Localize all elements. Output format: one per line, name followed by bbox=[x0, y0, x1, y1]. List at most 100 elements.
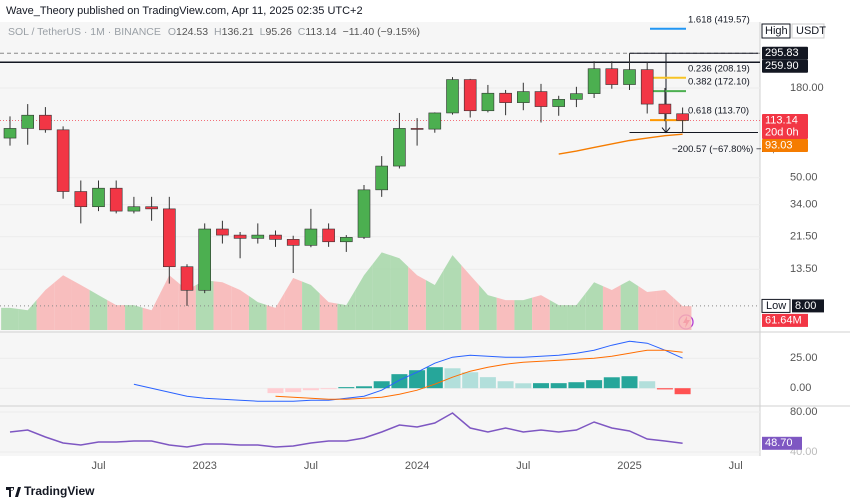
high-box bbox=[761, 23, 791, 39]
price-tag bbox=[792, 299, 824, 313]
y-tick-label: 25.00 bbox=[790, 352, 818, 364]
legend: SOL / TetherUS · 1M · BINANCE O124.53 H1… bbox=[8, 26, 420, 38]
candle-body bbox=[587, 68, 601, 94]
macd-histogram bbox=[391, 374, 408, 389]
macd-histogram bbox=[656, 388, 673, 390]
legend-value: 95.26 bbox=[266, 26, 292, 38]
candle-body bbox=[339, 237, 353, 243]
macd-histogram bbox=[515, 383, 532, 389]
measure-arrowhead bbox=[661, 127, 671, 134]
currency-label: USDT bbox=[796, 25, 826, 37]
macd-histogram bbox=[550, 383, 567, 389]
macd-histogram bbox=[302, 388, 319, 391]
macd-histogram bbox=[621, 376, 638, 389]
volume-area bbox=[125, 305, 143, 330]
volume-area bbox=[107, 300, 126, 330]
x-tick-label: 2025 bbox=[617, 460, 641, 472]
candle-body bbox=[21, 114, 35, 129]
fib-label: 1.618 (419.57) bbox=[688, 14, 750, 25]
fib-label: 0.236 (208.19) bbox=[688, 63, 750, 74]
price-tag-label: 113.14 bbox=[765, 114, 798, 126]
candle-body bbox=[534, 91, 548, 107]
candle-body bbox=[74, 191, 88, 208]
volume-area bbox=[319, 293, 338, 330]
candle-body bbox=[623, 69, 636, 85]
candle-body bbox=[516, 91, 530, 103]
volume-area bbox=[408, 266, 426, 330]
price-tag bbox=[762, 113, 808, 139]
high-label: High bbox=[765, 25, 788, 37]
x-tick-label: Jul bbox=[304, 460, 318, 472]
macd-histogram bbox=[533, 383, 549, 389]
candle-body bbox=[499, 92, 512, 103]
volume-area bbox=[89, 290, 108, 330]
x-tick-label: 2024 bbox=[405, 460, 429, 472]
candle-body bbox=[92, 187, 105, 208]
price-tag-label: 8.00 bbox=[795, 300, 816, 312]
macd-histogram bbox=[285, 388, 302, 393]
volume-area bbox=[638, 286, 657, 330]
ma-line bbox=[558, 133, 683, 155]
macd-histogram bbox=[674, 388, 691, 395]
x-tick-label: Jul bbox=[91, 460, 105, 472]
candle-body bbox=[180, 266, 194, 291]
macd-histogram bbox=[586, 380, 603, 389]
volume-area bbox=[337, 290, 356, 330]
price-tag-label: 259.90 bbox=[765, 60, 799, 72]
volume-tag bbox=[762, 313, 808, 327]
candle-body bbox=[145, 206, 158, 210]
volume-area bbox=[195, 280, 214, 330]
volume-area bbox=[390, 255, 409, 330]
volume-area bbox=[656, 290, 674, 330]
header: Wave_Theory published on TradingView.com… bbox=[6, 5, 363, 17]
volume-area bbox=[479, 285, 497, 330]
macd-histogram bbox=[409, 370, 426, 389]
low-box bbox=[761, 298, 791, 313]
price-tag-label: 93.03 bbox=[765, 139, 793, 151]
macd-histogram bbox=[462, 372, 479, 389]
legend-value: 136.21 bbox=[222, 26, 254, 38]
y-tick-label: 21.50 bbox=[790, 231, 818, 243]
rsi-tag-label: 48.70 bbox=[765, 437, 793, 449]
y-tick-label: 180.00 bbox=[790, 82, 824, 94]
legend-change: −11.40 (−9.15%) bbox=[343, 26, 420, 38]
low-label: Low bbox=[766, 300, 786, 312]
y-tick-label: 13.50 bbox=[790, 263, 818, 275]
volume-area bbox=[18, 300, 37, 330]
volume-area bbox=[266, 292, 285, 330]
macd-histogram bbox=[373, 381, 390, 389]
volume-area bbox=[461, 265, 480, 330]
candle-body bbox=[481, 92, 495, 112]
legend-value: 113.14 bbox=[305, 26, 336, 38]
volume-area bbox=[36, 282, 55, 330]
volume-area bbox=[54, 275, 72, 330]
x-tick-label: Jul bbox=[729, 460, 743, 472]
macd-histogram bbox=[639, 381, 656, 389]
candle-body bbox=[233, 234, 247, 239]
legend-field: O bbox=[168, 26, 176, 38]
macd-histogram bbox=[338, 387, 355, 389]
rsi-tag bbox=[762, 436, 802, 450]
candle-body bbox=[198, 228, 211, 291]
volume-area bbox=[496, 297, 515, 330]
volume-area bbox=[142, 292, 161, 330]
candle-body bbox=[676, 113, 689, 121]
candle-body bbox=[304, 228, 318, 246]
macd-histogram bbox=[320, 388, 337, 390]
macd-histogram bbox=[356, 386, 372, 389]
x-tick-label: 2023 bbox=[192, 460, 216, 472]
x-tick-label: Jul bbox=[516, 460, 530, 472]
volume-area bbox=[160, 275, 179, 330]
volume-area bbox=[425, 270, 444, 330]
legend-field: C bbox=[298, 26, 306, 38]
volume-area bbox=[213, 281, 232, 330]
candle-body bbox=[605, 68, 619, 85]
legend-symbol: SOL / TetherUS · 1M · BINANCE bbox=[8, 26, 161, 38]
candle-body bbox=[109, 187, 123, 212]
price-tag bbox=[762, 138, 808, 152]
legend-field: H bbox=[214, 26, 222, 38]
candle-body bbox=[552, 99, 566, 107]
legend-value: 124.53 bbox=[176, 26, 208, 38]
candle-body bbox=[39, 114, 52, 131]
